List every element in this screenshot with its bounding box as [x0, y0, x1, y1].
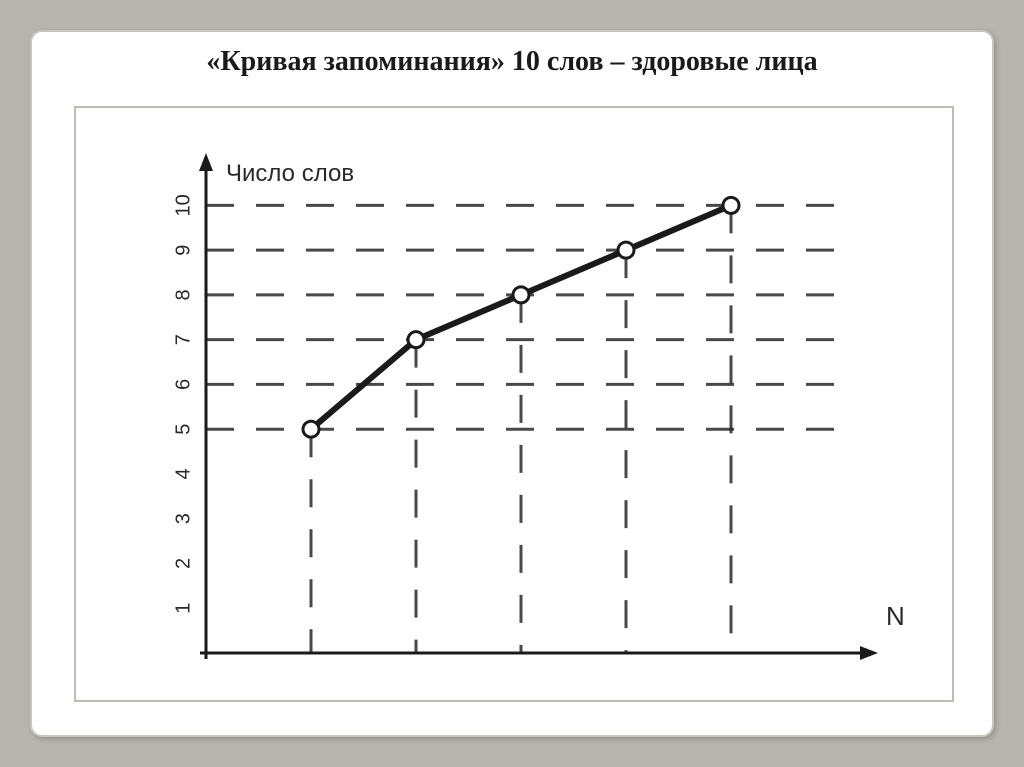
svg-text:7: 7: [172, 334, 194, 345]
svg-text:10: 10: [172, 194, 194, 216]
svg-text:5: 5: [172, 424, 194, 435]
svg-text:8: 8: [172, 289, 194, 300]
memory-curve-chart: 1 2 3 4 5 6 7 8 9 10 Число слов N: [76, 108, 952, 700]
svg-text:4: 4: [172, 468, 194, 479]
svg-text:9: 9: [172, 245, 194, 256]
svg-text:N: N: [886, 601, 905, 631]
svg-text:6: 6: [172, 379, 194, 390]
slide-title: «Кривая запоминания» 10 слов – здоровые …: [32, 46, 992, 78]
chart-container: 1 2 3 4 5 6 7 8 9 10 Число слов N: [74, 106, 954, 702]
svg-text:3: 3: [172, 513, 194, 524]
svg-text:Число слов: Число слов: [226, 160, 354, 187]
slide-frame: «Кривая запоминания» 10 слов – здоровые …: [30, 30, 994, 737]
svg-text:1: 1: [172, 603, 194, 614]
svg-text:2: 2: [172, 558, 194, 569]
